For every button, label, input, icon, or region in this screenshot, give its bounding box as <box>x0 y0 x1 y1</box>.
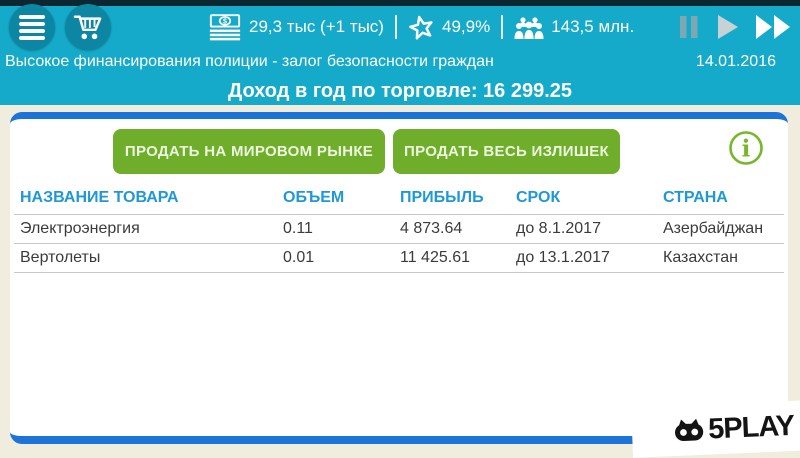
pause-icon[interactable] <box>678 14 700 40</box>
toolbar: $ 29,3 тыс (+1 тыс) 49,9% <box>0 4 800 50</box>
svg-text:$: $ <box>223 17 227 25</box>
cell-country: Казахстан <box>663 249 738 266</box>
store-button[interactable] <box>65 4 111 50</box>
column-header-volume: ОБЪЕМ <box>283 189 345 206</box>
play-icon[interactable] <box>714 14 740 40</box>
stat-divider <box>394 15 397 39</box>
column-header-name: НАЗВАНИЕ ТОВАРА <box>20 189 179 206</box>
cart-icon <box>73 15 102 40</box>
trade-income-banner: Доход в год по торговле: 16 299.25 <box>0 78 800 105</box>
cell-profit: 11 425.61 <box>400 249 470 266</box>
stat-divider <box>501 15 504 39</box>
cell-volume: 0.11 <box>283 220 313 237</box>
hamburger-icon <box>19 14 45 40</box>
info-button[interactable]: i <box>728 130 764 166</box>
table-divider <box>14 243 784 244</box>
column-header-profit: ПРИБЫЛЬ <box>400 189 484 206</box>
population-icon <box>514 16 544 39</box>
fast-forward-icon[interactable] <box>754 14 792 40</box>
cell-profit: 4 873.64 <box>400 220 463 237</box>
trade-panel: ПРОДАТЬ НА МИРОВОМ РЫНКЕ ПРОДАТЬ ВЕСЬ ИЗ… <box>10 112 788 444</box>
sell-world-market-button[interactable]: ПРОДАТЬ НА МИРОВОМ РЫНКЕ <box>113 129 385 174</box>
cell-product: Электроэнергия <box>20 220 140 237</box>
resource-stats: $ 29,3 тыс (+1 тыс) 49,9% <box>208 6 634 48</box>
table-row[interactable]: Электроэнергия 0.11 4 873.64 до 8.1.2017… <box>10 214 788 243</box>
news-ticker-row: Высокое финансирования полиции - залог б… <box>0 48 800 76</box>
info-icon: i <box>729 131 763 165</box>
time-controls <box>678 6 792 48</box>
top-header: $ 29,3 тыс (+1 тыс) 49,9% <box>0 0 800 105</box>
news-ticker-text: Высокое финансирования полиции - залог б… <box>5 53 494 70</box>
column-header-country: СТРАНА <box>663 189 728 206</box>
table-divider <box>14 214 784 215</box>
rating-value: 49,9% <box>441 17 491 36</box>
star-icon <box>409 15 433 39</box>
trade-income-text: Доход в год по торговле: 16 299.25 <box>227 80 573 102</box>
cell-term: до 8.1.2017 <box>516 220 601 237</box>
watermark-label: 5PLAY <box>707 409 795 446</box>
table-divider <box>14 272 784 273</box>
status-bar-strip <box>0 0 800 6</box>
svg-text:i: i <box>742 136 751 163</box>
gamepad-logo-icon <box>675 418 704 441</box>
money-value: 29,3 тыс (+1 тыс) <box>249 17 384 36</box>
table-row[interactable]: Вертолеты 0.01 11 425.61 до 13.1.2017 Ка… <box>10 243 788 272</box>
money-icon: $ <box>209 13 241 40</box>
date-label: 14.01.2016 <box>695 53 776 70</box>
population-value: 143,5 млн. <box>551 17 635 36</box>
column-header-term: СРОК <box>516 189 561 206</box>
cell-term: до 13.1.2017 <box>516 249 610 266</box>
cell-product: Вертолеты <box>20 249 101 266</box>
cell-volume: 0.01 <box>283 249 315 266</box>
watermark: 5PLAY <box>630 400 800 458</box>
sell-all-surplus-button[interactable]: ПРОДАТЬ ВЕСЬ ИЗЛИШЕК <box>393 129 620 174</box>
menu-button[interactable] <box>9 4 55 50</box>
table-header-row: НАЗВАНИЕ ТОВАРА ОБЪЕМ ПРИБЫЛЬ СРОК СТРАН… <box>10 187 788 209</box>
cell-country: Азербайджан <box>663 220 764 237</box>
